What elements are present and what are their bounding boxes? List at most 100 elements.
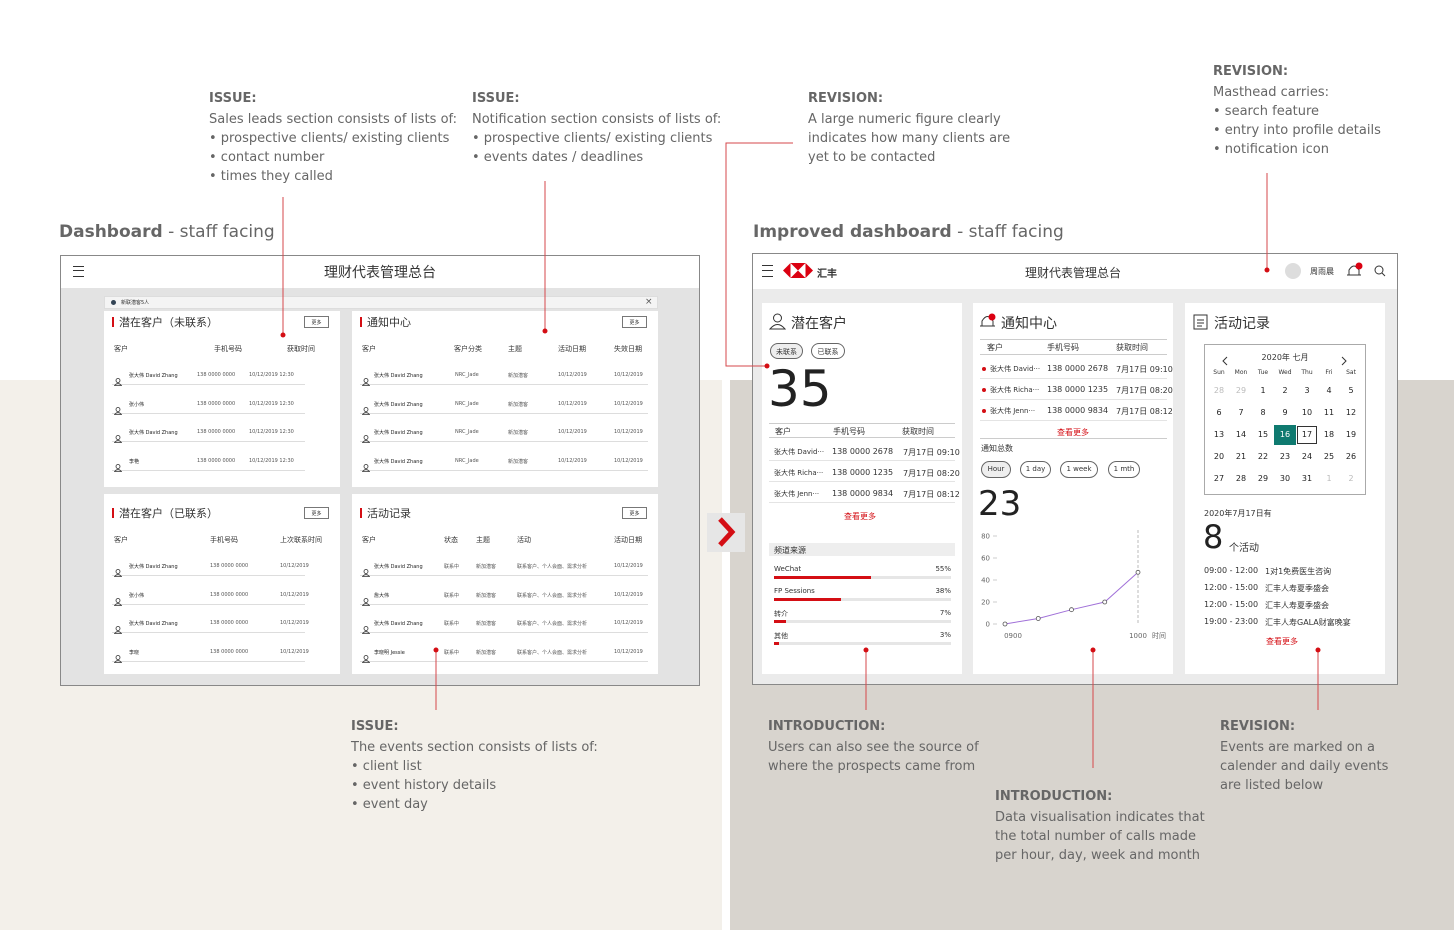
panel-icon bbox=[768, 313, 787, 330]
selected-day bbox=[1274, 425, 1296, 445]
annotation-line: • prospective clients/ existing clients bbox=[472, 131, 713, 146]
activity-unit: 个活动 bbox=[1229, 543, 1259, 554]
annotation-line: • contact number bbox=[209, 150, 325, 165]
cell: 张大伟 Richa··· bbox=[990, 386, 1040, 394]
section-title-bold: Dashboard bbox=[59, 222, 163, 242]
range-button[interactable] bbox=[1020, 461, 1051, 478]
column-header: 活动日期 bbox=[558, 345, 586, 353]
section-title: Dashboard - staff facing bbox=[59, 222, 275, 242]
row-divider bbox=[360, 660, 648, 662]
source-bar bbox=[774, 598, 842, 601]
table-top bbox=[980, 339, 1167, 340]
brand-logo-shape bbox=[783, 263, 813, 278]
old-panel bbox=[352, 311, 658, 487]
annotation-title: ISSUE: bbox=[472, 91, 520, 106]
new-panel bbox=[1185, 303, 1385, 674]
annotation-line: • prospective clients/ existing clients bbox=[209, 131, 450, 146]
panel-accent bbox=[112, 508, 114, 518]
arrow-box bbox=[707, 513, 745, 552]
cell: 李晓 bbox=[129, 649, 140, 656]
more-button bbox=[622, 507, 647, 519]
cell: 张大伟 David Zhang bbox=[374, 564, 423, 570]
cell: 张大伟 David Zhang bbox=[129, 621, 178, 627]
section-title: Improved dashboard - staff facing bbox=[753, 222, 1064, 242]
calendar-day: 19 bbox=[1345, 430, 1357, 439]
event-name: 汇丰人寿夏季盛会 bbox=[1265, 584, 1329, 593]
cell: 新加潜客 bbox=[476, 621, 497, 627]
person-icon bbox=[113, 562, 123, 577]
panel-accent bbox=[360, 508, 362, 518]
annotation-line: Masthead carries: bbox=[1213, 85, 1329, 100]
calendar-day: 20 bbox=[1213, 452, 1225, 461]
more-button-label: 更多 bbox=[629, 511, 640, 517]
column-header: 手机号码 bbox=[210, 536, 238, 544]
divider bbox=[980, 438, 1167, 439]
row-divider bbox=[112, 575, 305, 576]
cell: 10/12/2019 bbox=[614, 648, 643, 655]
calendar-day: 28 bbox=[1235, 474, 1247, 483]
cell: 7月17日 09:10 bbox=[903, 448, 960, 457]
range-button[interactable] bbox=[1060, 461, 1098, 478]
column-header: 客户 bbox=[775, 427, 791, 436]
person-icon-shape bbox=[113, 378, 123, 386]
annotation-title: ISSUE: bbox=[209, 91, 257, 106]
old-header bbox=[61, 256, 699, 288]
event-name: 汇丰人寿夏季盛会 bbox=[1265, 601, 1329, 610]
range-button[interactable] bbox=[1108, 461, 1140, 478]
annotation-title: REVISION: bbox=[1213, 64, 1289, 79]
cell: 张大伟 David Zhang bbox=[374, 621, 423, 627]
range-button[interactable] bbox=[981, 461, 1011, 478]
cell: 138 0000 0000 bbox=[197, 429, 236, 435]
more-button bbox=[622, 316, 647, 328]
panel-icon-shape bbox=[980, 313, 996, 327]
annotation-line: Notification section consists of lists o… bbox=[472, 112, 722, 127]
calendar-day: 21 bbox=[1235, 452, 1247, 461]
cell: 138 0000 1235 bbox=[1047, 385, 1109, 394]
more-button bbox=[304, 507, 329, 519]
cell: 张大伟 David Zhang bbox=[374, 430, 423, 436]
more-button-label: 更多 bbox=[311, 320, 322, 326]
row-divider bbox=[360, 441, 648, 442]
range-label: 1 mth bbox=[1113, 465, 1135, 473]
brand-logo bbox=[783, 263, 813, 278]
person-icon-shape bbox=[361, 406, 371, 415]
cell: 李晓明 Jessie bbox=[374, 649, 405, 656]
annotation-line: Events are marked on a bbox=[1220, 740, 1376, 755]
person-icon bbox=[113, 428, 123, 443]
new-menu bbox=[762, 265, 773, 277]
cell: 张大伟 David Zhang bbox=[129, 564, 178, 570]
annotation-line: Data visualisation indicates that bbox=[995, 810, 1205, 825]
cell: 张小伟 bbox=[129, 592, 145, 599]
annotation-title: REVISION: bbox=[808, 91, 884, 106]
cell: 10/12/2019 bbox=[558, 372, 587, 378]
calendar-day: 18 bbox=[1323, 430, 1335, 439]
column-header: 获取时间 bbox=[287, 345, 315, 353]
cell: 7月17日 08:12 bbox=[903, 490, 960, 499]
weekday: Fri bbox=[1325, 369, 1333, 376]
row-divider bbox=[360, 632, 648, 633]
see-more: 查看更多 bbox=[844, 512, 876, 521]
annotation-line: • client list bbox=[351, 759, 422, 774]
annotation-title: ISSUE: bbox=[351, 719, 399, 734]
annotation-line: • entry into profile details bbox=[1213, 123, 1381, 138]
person-icon-shape bbox=[113, 435, 123, 443]
source-band bbox=[769, 543, 955, 556]
cell: 新加潜客 bbox=[476, 649, 497, 656]
annotation-line: A large numeric figure clearly bbox=[808, 112, 1001, 127]
panel-icon bbox=[979, 313, 996, 330]
column-header: 获取时间 bbox=[902, 427, 934, 436]
cell: 138 0000 2678 bbox=[832, 447, 894, 456]
chip-label: 未联系 bbox=[776, 348, 797, 356]
annotation-title: INTRODUCTION: bbox=[995, 789, 1113, 804]
calendar-day: 23 bbox=[1279, 452, 1291, 461]
calendar-day: 1 bbox=[1260, 386, 1266, 395]
new-menu-mid bbox=[762, 270, 773, 271]
cell: 10/12/2019 bbox=[614, 429, 643, 435]
source-name: 转介 bbox=[774, 610, 788, 618]
cell: 10/12/2019 bbox=[558, 400, 587, 407]
column-header: 手机号码 bbox=[214, 345, 242, 353]
cell: 138 0000 2678 bbox=[1047, 364, 1109, 373]
cell: 10/12/2019 bbox=[614, 372, 643, 378]
person-icon-shape bbox=[361, 435, 371, 443]
